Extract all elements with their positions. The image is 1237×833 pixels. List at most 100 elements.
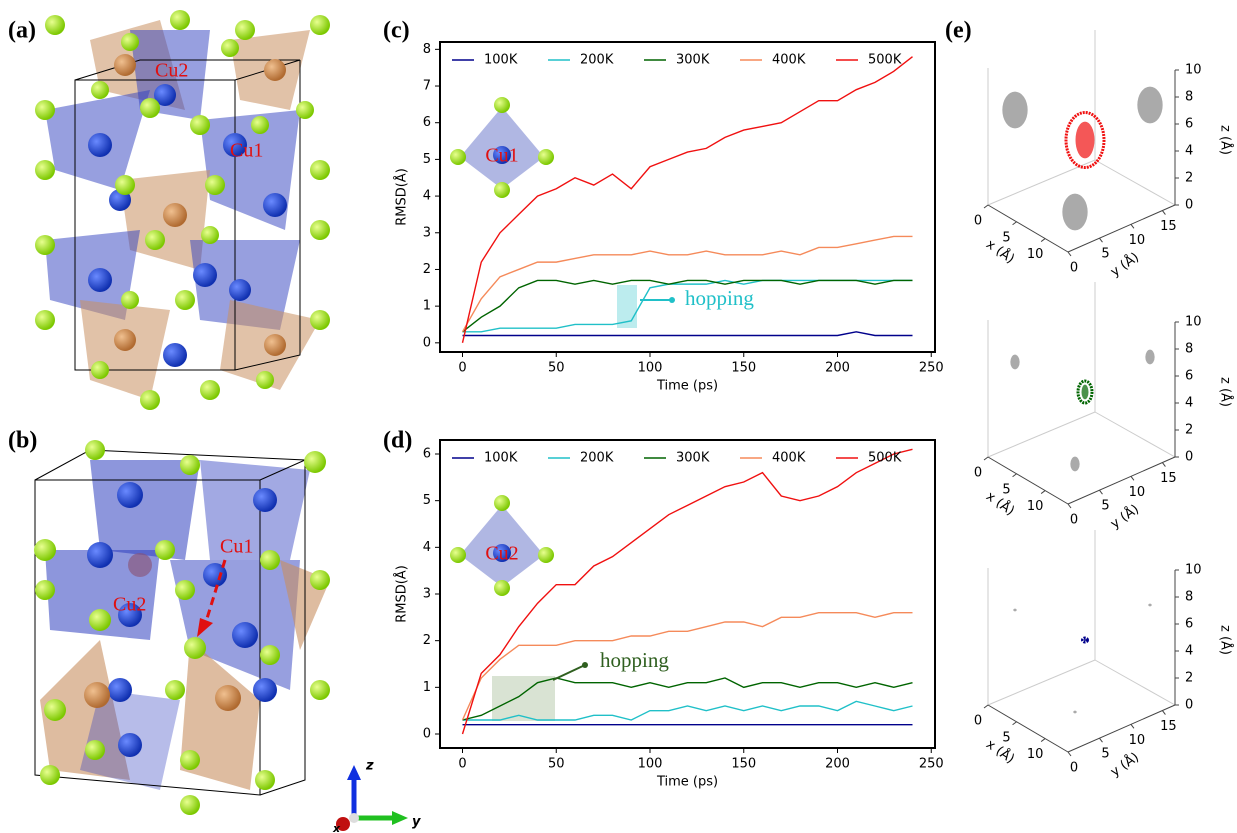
y-tick: [1162, 210, 1166, 215]
x-tick-label: 50: [548, 361, 565, 376]
series-line: [462, 700, 913, 721]
annotation: hopping: [685, 286, 754, 310]
panel-label: (e): [945, 18, 972, 44]
y-tick: [1067, 251, 1072, 257]
x-tick: [1040, 238, 1046, 242]
x-tick: [1012, 221, 1017, 226]
z-tick-label: 10: [1185, 315, 1202, 330]
pane-edge: [987, 159, 1096, 206]
z-tick-label: 10: [1185, 563, 1202, 578]
y-tick: [1162, 462, 1166, 467]
x-tick-label: 200: [825, 757, 850, 772]
y-tick-label: 15: [1160, 719, 1177, 734]
x-tick-label: 5: [1002, 482, 1010, 497]
x-axis: [987, 456, 1069, 505]
x-tick: [983, 456, 989, 461]
y-tick: [1130, 224, 1135, 229]
z-tick-label: 6: [1185, 617, 1193, 632]
y-tick-label: 8: [423, 42, 431, 57]
legend-label: 200K: [580, 451, 614, 466]
projection: [1148, 603, 1152, 607]
site-label: Cu2: [155, 60, 188, 82]
projection: [1137, 86, 1163, 124]
trajectory: [1081, 636, 1089, 644]
structure-b: Cu1 Cu2: [34, 440, 330, 815]
x-tick-label: 150: [731, 361, 756, 376]
legend-label: 500K: [868, 53, 902, 68]
inset-atom: [493, 146, 511, 164]
y-tick-label: 0: [423, 727, 431, 742]
projection: [1010, 354, 1020, 370]
inset-atom: [494, 97, 510, 113]
y-axis: [1067, 704, 1176, 753]
x-tick: [983, 704, 989, 709]
y-tick-label: 10: [1129, 233, 1146, 248]
y-tick-label: 5: [1101, 247, 1109, 262]
y-tick-label: 5: [423, 493, 431, 508]
inset-atom: [450, 547, 466, 563]
series-line: [461, 235, 913, 333]
x-tick-label: 250: [919, 361, 944, 376]
structure-a: Cu2 Cu1: [35, 10, 330, 410]
y-tick-label: 2: [423, 633, 431, 648]
projection: [1013, 608, 1017, 612]
inset-atom: [450, 149, 466, 165]
pane-edge: [1094, 411, 1176, 458]
annotation-arrow: [552, 664, 586, 681]
pane-edge: [1094, 159, 1176, 206]
x-axis-label: x (Å): [983, 736, 1017, 767]
x-tick-label: 5: [1002, 730, 1010, 745]
y-tick-label: 4: [423, 189, 431, 204]
trajectory-core: [1083, 638, 1087, 642]
z-tick-label: 4: [1185, 396, 1193, 411]
plot-frame: [439, 439, 936, 749]
y-tick-label: 7: [423, 79, 431, 94]
y-tick: [1067, 503, 1072, 509]
y-axis-label: y (Å): [1107, 249, 1141, 280]
panel-label: (d): [383, 428, 412, 454]
y-tick: [1130, 724, 1135, 729]
inset-atom: [494, 495, 510, 511]
y-tick: [1067, 751, 1072, 757]
y-tick: [1099, 489, 1103, 495]
y-axis: [1067, 204, 1176, 253]
projection: [1145, 349, 1155, 365]
x-tick-label: 250: [919, 757, 944, 772]
arrow-head: [669, 297, 675, 303]
z-tick-label: 4: [1185, 644, 1193, 659]
highlight: [492, 676, 555, 721]
inset-atom: [538, 547, 554, 563]
y-tick-label: 0: [423, 335, 431, 350]
axis-label: x: [332, 822, 341, 833]
legend-label: 300K: [676, 451, 710, 466]
x-axis-label: Time (ps): [656, 379, 718, 394]
inset-atom: [494, 182, 510, 198]
z-tick-label: 6: [1185, 117, 1193, 132]
trajectory-panels: 0 5 10 0 5 10 15 0 2 4 6 8 10 x (Å) y (Å) z (Å) 0 5 10 0 5 10…: [974, 30, 1234, 780]
x-axis: [987, 704, 1069, 753]
series-line: [461, 56, 913, 343]
y-tick-label: 1: [423, 299, 431, 314]
y-tick-label: 2: [423, 262, 431, 277]
x-tick-label: 0: [974, 214, 982, 229]
highlight: [617, 285, 637, 328]
y-tick-label: 15: [1160, 471, 1177, 486]
trajectory-core: [1075, 121, 1095, 159]
series-line: [461, 611, 913, 721]
y-tick-label: 3: [423, 225, 431, 240]
panel-label: (a): [8, 18, 36, 44]
x-tick-label: 5: [1002, 230, 1010, 245]
y-tick-label: 0: [1070, 261, 1078, 276]
x-axis: [987, 204, 1069, 253]
y-tick-label: 10: [1129, 733, 1146, 748]
x-tick-label: 50: [548, 757, 565, 772]
inset-atom: [538, 149, 554, 165]
y-axis-label: RMSD(Å): [394, 565, 410, 623]
series-line: [461, 448, 913, 735]
plot-frame: [439, 41, 936, 353]
y-tick-label: 6: [423, 447, 431, 462]
z-tick-label: 6: [1185, 369, 1193, 384]
z-tick-label: 0: [1185, 198, 1193, 213]
axis-label: y: [412, 815, 421, 830]
